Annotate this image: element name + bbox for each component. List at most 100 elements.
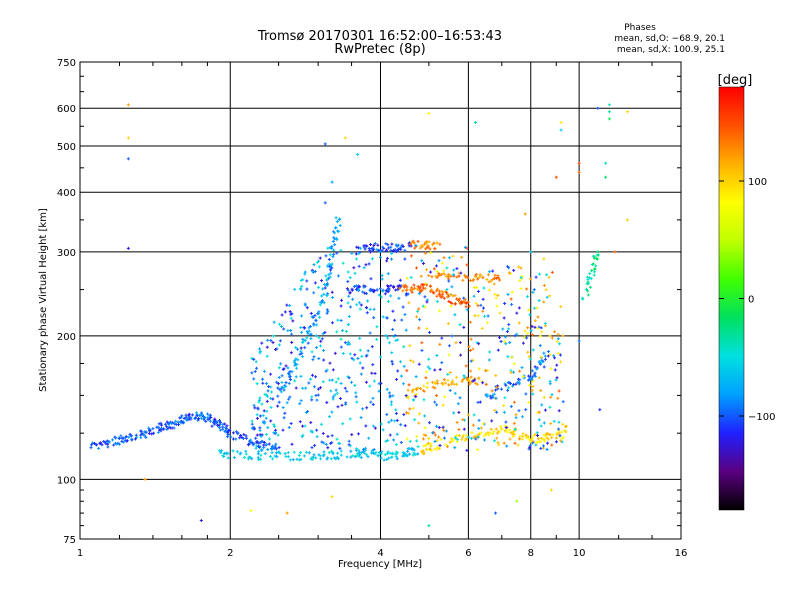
data-point xyxy=(447,256,451,260)
data-point xyxy=(462,427,466,431)
data-point xyxy=(312,355,316,359)
data-point xyxy=(507,322,511,326)
data-point xyxy=(298,352,302,356)
data-point xyxy=(359,303,363,307)
data-point xyxy=(426,441,430,445)
data-point xyxy=(435,269,439,273)
data-point xyxy=(492,392,496,396)
data-point xyxy=(451,254,455,258)
data-point xyxy=(462,374,466,378)
data-point xyxy=(157,428,161,432)
data-point xyxy=(450,334,454,338)
data-point xyxy=(441,381,445,385)
data-point xyxy=(260,448,264,452)
data-point xyxy=(588,276,592,280)
data-point xyxy=(384,249,388,253)
data-point xyxy=(530,436,534,440)
data-point xyxy=(373,242,377,246)
data-point xyxy=(449,274,453,278)
data-point xyxy=(561,334,565,338)
data-point xyxy=(297,453,301,457)
data-point xyxy=(425,370,429,374)
data-point xyxy=(246,457,250,461)
data-point xyxy=(471,379,475,383)
data-point xyxy=(526,331,530,335)
data-point xyxy=(312,291,316,295)
data-point xyxy=(533,371,537,375)
data-point xyxy=(312,385,316,389)
data-point xyxy=(395,451,399,455)
data-point xyxy=(524,392,528,396)
data-point xyxy=(432,267,436,271)
data-point xyxy=(431,385,435,389)
data-point xyxy=(335,251,339,255)
data-point xyxy=(447,344,451,348)
data-point xyxy=(433,439,437,443)
data-point xyxy=(255,366,259,370)
data-point xyxy=(455,267,459,271)
data-point xyxy=(341,261,345,265)
x-tick-label: 1 xyxy=(77,548,83,559)
data-point xyxy=(294,346,298,350)
data-point xyxy=(239,434,243,438)
colorbar-tick-label: 100 xyxy=(748,177,767,188)
data-point xyxy=(401,454,405,458)
data-point xyxy=(369,277,373,281)
data-point xyxy=(286,329,290,333)
data-point xyxy=(494,396,498,400)
data-point xyxy=(494,296,498,300)
data-point xyxy=(449,304,453,308)
data-point xyxy=(213,417,217,421)
data-point xyxy=(282,327,286,331)
data-point xyxy=(301,424,305,428)
data-point xyxy=(444,274,448,278)
data-point xyxy=(504,342,508,346)
data-point xyxy=(291,319,295,323)
data-point xyxy=(368,248,372,252)
data-point xyxy=(463,298,467,302)
data-point xyxy=(375,248,379,252)
data-point xyxy=(537,418,541,422)
data-point xyxy=(387,341,391,345)
data-point xyxy=(625,110,629,114)
data-point xyxy=(490,419,494,423)
data-point xyxy=(437,435,441,439)
data-point xyxy=(335,220,339,224)
data-point xyxy=(418,412,422,416)
data-point xyxy=(412,451,416,455)
data-point xyxy=(378,255,382,259)
data-point xyxy=(315,260,319,264)
data-point xyxy=(521,434,525,438)
data-point xyxy=(404,292,408,296)
data-point xyxy=(362,266,366,270)
data-point xyxy=(376,453,380,457)
data-point xyxy=(385,413,389,417)
data-point xyxy=(355,454,359,458)
data-point xyxy=(462,325,466,329)
data-point xyxy=(313,269,317,273)
data-point xyxy=(539,446,543,450)
data-point xyxy=(189,417,193,421)
data-point xyxy=(392,438,396,442)
data-point xyxy=(512,421,516,425)
data-point xyxy=(532,288,536,292)
data-point xyxy=(166,422,170,426)
data-point xyxy=(265,399,269,403)
data-point xyxy=(358,307,362,311)
data-point xyxy=(549,422,553,426)
data-point xyxy=(528,445,532,449)
data-point xyxy=(350,251,354,255)
data-point xyxy=(126,157,130,161)
data-point xyxy=(312,263,316,267)
data-point xyxy=(527,447,531,451)
data-point xyxy=(250,419,254,423)
data-point xyxy=(284,384,288,388)
data-point xyxy=(309,429,313,433)
data-point xyxy=(349,449,353,453)
data-point xyxy=(262,440,266,444)
data-point xyxy=(355,245,359,249)
data-point xyxy=(324,254,328,258)
data-point xyxy=(315,428,319,432)
data-point xyxy=(367,262,371,266)
data-point xyxy=(272,423,276,427)
